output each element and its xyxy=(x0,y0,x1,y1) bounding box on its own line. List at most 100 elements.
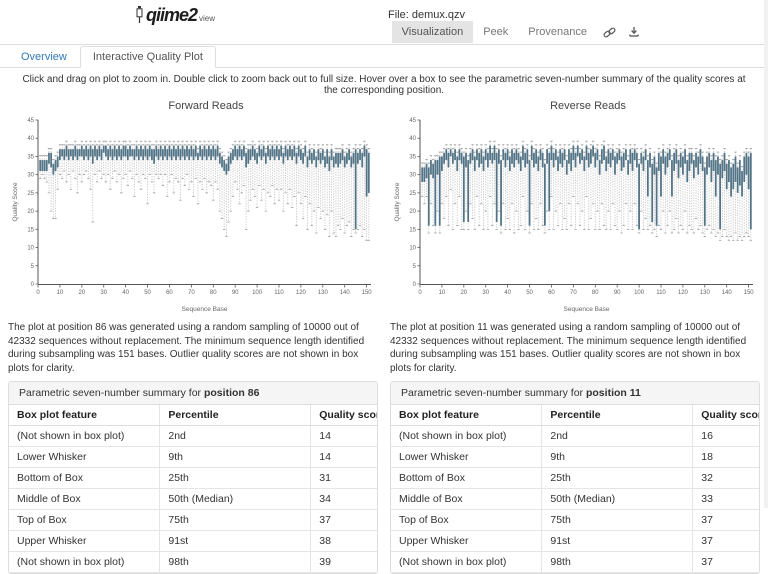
column-header-percentile: Percentile xyxy=(541,405,694,426)
table-cell: 16 xyxy=(692,425,759,447)
tab-overview[interactable]: Overview xyxy=(21,51,67,63)
svg-text:5: 5 xyxy=(31,264,35,270)
svg-text:120: 120 xyxy=(296,290,307,296)
table-row: (Not shown in box plot) 2nd 14 xyxy=(9,425,377,447)
tab-peek[interactable]: Peek xyxy=(483,26,509,38)
table-row: (Not shown in box plot) 2nd 16 xyxy=(391,425,759,447)
reverse-summary-heading: Parametric seven-number summary for posi… xyxy=(391,382,759,405)
svg-text:150: 150 xyxy=(744,290,755,296)
instruction-text: Click and drag on plot to zoom in. Doubl… xyxy=(22,74,746,96)
top-tabs: Visualization Peek Provenance xyxy=(391,21,646,43)
reverse-reads-section: Reverse Reads 0 5 10 15 20 25 30 35 40 45 0 10 20 30 4… xyxy=(390,98,760,574)
svg-text:40: 40 xyxy=(122,290,129,296)
svg-text:20: 20 xyxy=(460,290,467,296)
svg-text:5: 5 xyxy=(413,264,417,270)
qiime2view-logo[interactable]: qiime2 view xyxy=(135,5,215,24)
table-cell: 34 xyxy=(310,488,377,510)
table-cell: 37 xyxy=(310,509,377,531)
svg-text:Quality Score: Quality Score xyxy=(394,182,401,221)
app-header: qiime2 view File: demux.qzv Visualizatio… xyxy=(0,0,768,45)
table-row: Bottom of Box 25th 32 xyxy=(391,467,759,489)
table-header-row: Box plot feature Percentile Quality scor… xyxy=(9,405,377,426)
download-icon[interactable] xyxy=(622,23,646,41)
svg-text:20: 20 xyxy=(409,209,416,215)
table-cell: 37 xyxy=(692,551,759,573)
summary-heading-prefix: Parametric seven-number summary for xyxy=(401,387,584,399)
svg-text:110: 110 xyxy=(656,290,666,296)
subnav: Overview Interactive Quality Plot xyxy=(0,45,768,68)
table-row: Upper Whisker 91st 37 xyxy=(391,530,759,552)
table-row: Lower Whisker 9th 18 xyxy=(391,446,759,468)
svg-text:45: 45 xyxy=(409,118,416,124)
column-header-feature: Box plot feature xyxy=(9,405,161,426)
table-cell: 31 xyxy=(310,467,377,489)
tab-provenance[interactable]: Provenance xyxy=(528,26,587,38)
table-row: Middle of Box 50th (Median) 33 xyxy=(391,488,759,510)
table-cell: 14 xyxy=(310,446,377,468)
svg-text:80: 80 xyxy=(592,290,599,296)
table-cell: 33 xyxy=(692,488,759,510)
scrollbar[interactable] xyxy=(764,0,768,508)
summary-heading-prefix: Parametric seven-number summary for xyxy=(19,387,202,399)
file-label: File: demux.qzv xyxy=(388,9,466,21)
table-cell: 75th xyxy=(541,509,694,531)
svg-text:10: 10 xyxy=(409,246,416,252)
column-header-feature: Box plot feature xyxy=(391,405,543,426)
table-cell: 18 xyxy=(692,446,759,468)
svg-text:10: 10 xyxy=(439,290,446,296)
forward-summary-heading: Parametric seven-number summary for posi… xyxy=(9,382,377,405)
forward-sampling-description: The plot at position 86 was generated us… xyxy=(8,322,365,374)
svg-text:40: 40 xyxy=(504,290,511,296)
svg-text:20: 20 xyxy=(27,209,34,215)
svg-text:130: 130 xyxy=(318,290,329,296)
table-row: (Not shown in box plot) 98th 39 xyxy=(9,551,377,573)
svg-text:120: 120 xyxy=(678,290,689,296)
table-cell: 91st xyxy=(159,530,312,552)
table-cell: 39 xyxy=(310,551,377,573)
table-cell: 50th (Median) xyxy=(159,488,312,510)
reverse-reads-boxplot[interactable]: 0 5 10 15 20 25 30 35 40 45 0 10 20 30 40 50 60 70 80 90 100… xyxy=(390,112,758,316)
svg-text:0: 0 xyxy=(418,290,422,296)
svg-text:90: 90 xyxy=(614,290,621,296)
logo-subtext: view xyxy=(199,14,216,23)
svg-text:90: 90 xyxy=(232,290,239,296)
table-row: Lower Whisker 9th 14 xyxy=(9,446,377,468)
logo-text: qiime2 xyxy=(146,5,198,25)
table-row: Middle of Box 50th (Median) 34 xyxy=(9,488,377,510)
tab-interactive-quality-plot[interactable]: Interactive Quality Plot xyxy=(79,46,216,68)
table-cell: Top of Box xyxy=(9,509,161,531)
summary-position-label: position 11 xyxy=(585,387,641,399)
svg-text:30: 30 xyxy=(482,290,489,296)
table-cell: 2nd xyxy=(541,425,694,447)
forward-reads-boxplot[interactable]: 0 5 10 15 20 25 30 35 40 45 0 10 20 30 40 50 60 70 80 90 100… xyxy=(8,112,376,316)
svg-text:10: 10 xyxy=(27,246,34,252)
table-cell: (Not shown in box plot) xyxy=(9,425,161,447)
column-header-quality-score: Quality score xyxy=(692,405,759,426)
svg-text:Sequence Base: Sequence Base xyxy=(564,306,610,313)
svg-text:40: 40 xyxy=(409,136,416,142)
table-row: Top of Box 75th 37 xyxy=(9,509,377,531)
forward-reads-section: Forward Reads 0 5 10 15 20 25 30 35 40 45 0 10 20 30 4… xyxy=(8,98,378,574)
svg-text:50: 50 xyxy=(526,290,533,296)
table-cell: 91st xyxy=(541,530,694,552)
tab-visualization[interactable]: Visualization xyxy=(391,21,474,43)
table-cell: 37 xyxy=(692,509,759,531)
svg-text:100: 100 xyxy=(634,290,645,296)
table-cell: Upper Whisker xyxy=(391,530,543,552)
forward-reads-title: Forward Reads xyxy=(168,100,244,112)
svg-text:25: 25 xyxy=(27,191,34,197)
link-icon[interactable] xyxy=(597,23,622,42)
table-cell: 37 xyxy=(692,530,759,552)
svg-text:130: 130 xyxy=(700,290,711,296)
svg-text:140: 140 xyxy=(340,290,351,296)
table-cell: 75th xyxy=(159,509,312,531)
svg-text:30: 30 xyxy=(100,290,107,296)
svg-text:60: 60 xyxy=(166,290,173,296)
table-cell: 32 xyxy=(692,467,759,489)
table-header-row: Box plot feature Percentile Quality scor… xyxy=(391,405,759,426)
svg-text:10: 10 xyxy=(57,290,64,296)
svg-text:45: 45 xyxy=(27,118,34,124)
qiime2-logo-icon xyxy=(136,6,143,23)
table-cell: Bottom of Box xyxy=(9,467,161,489)
table-cell: Lower Whisker xyxy=(391,446,543,468)
